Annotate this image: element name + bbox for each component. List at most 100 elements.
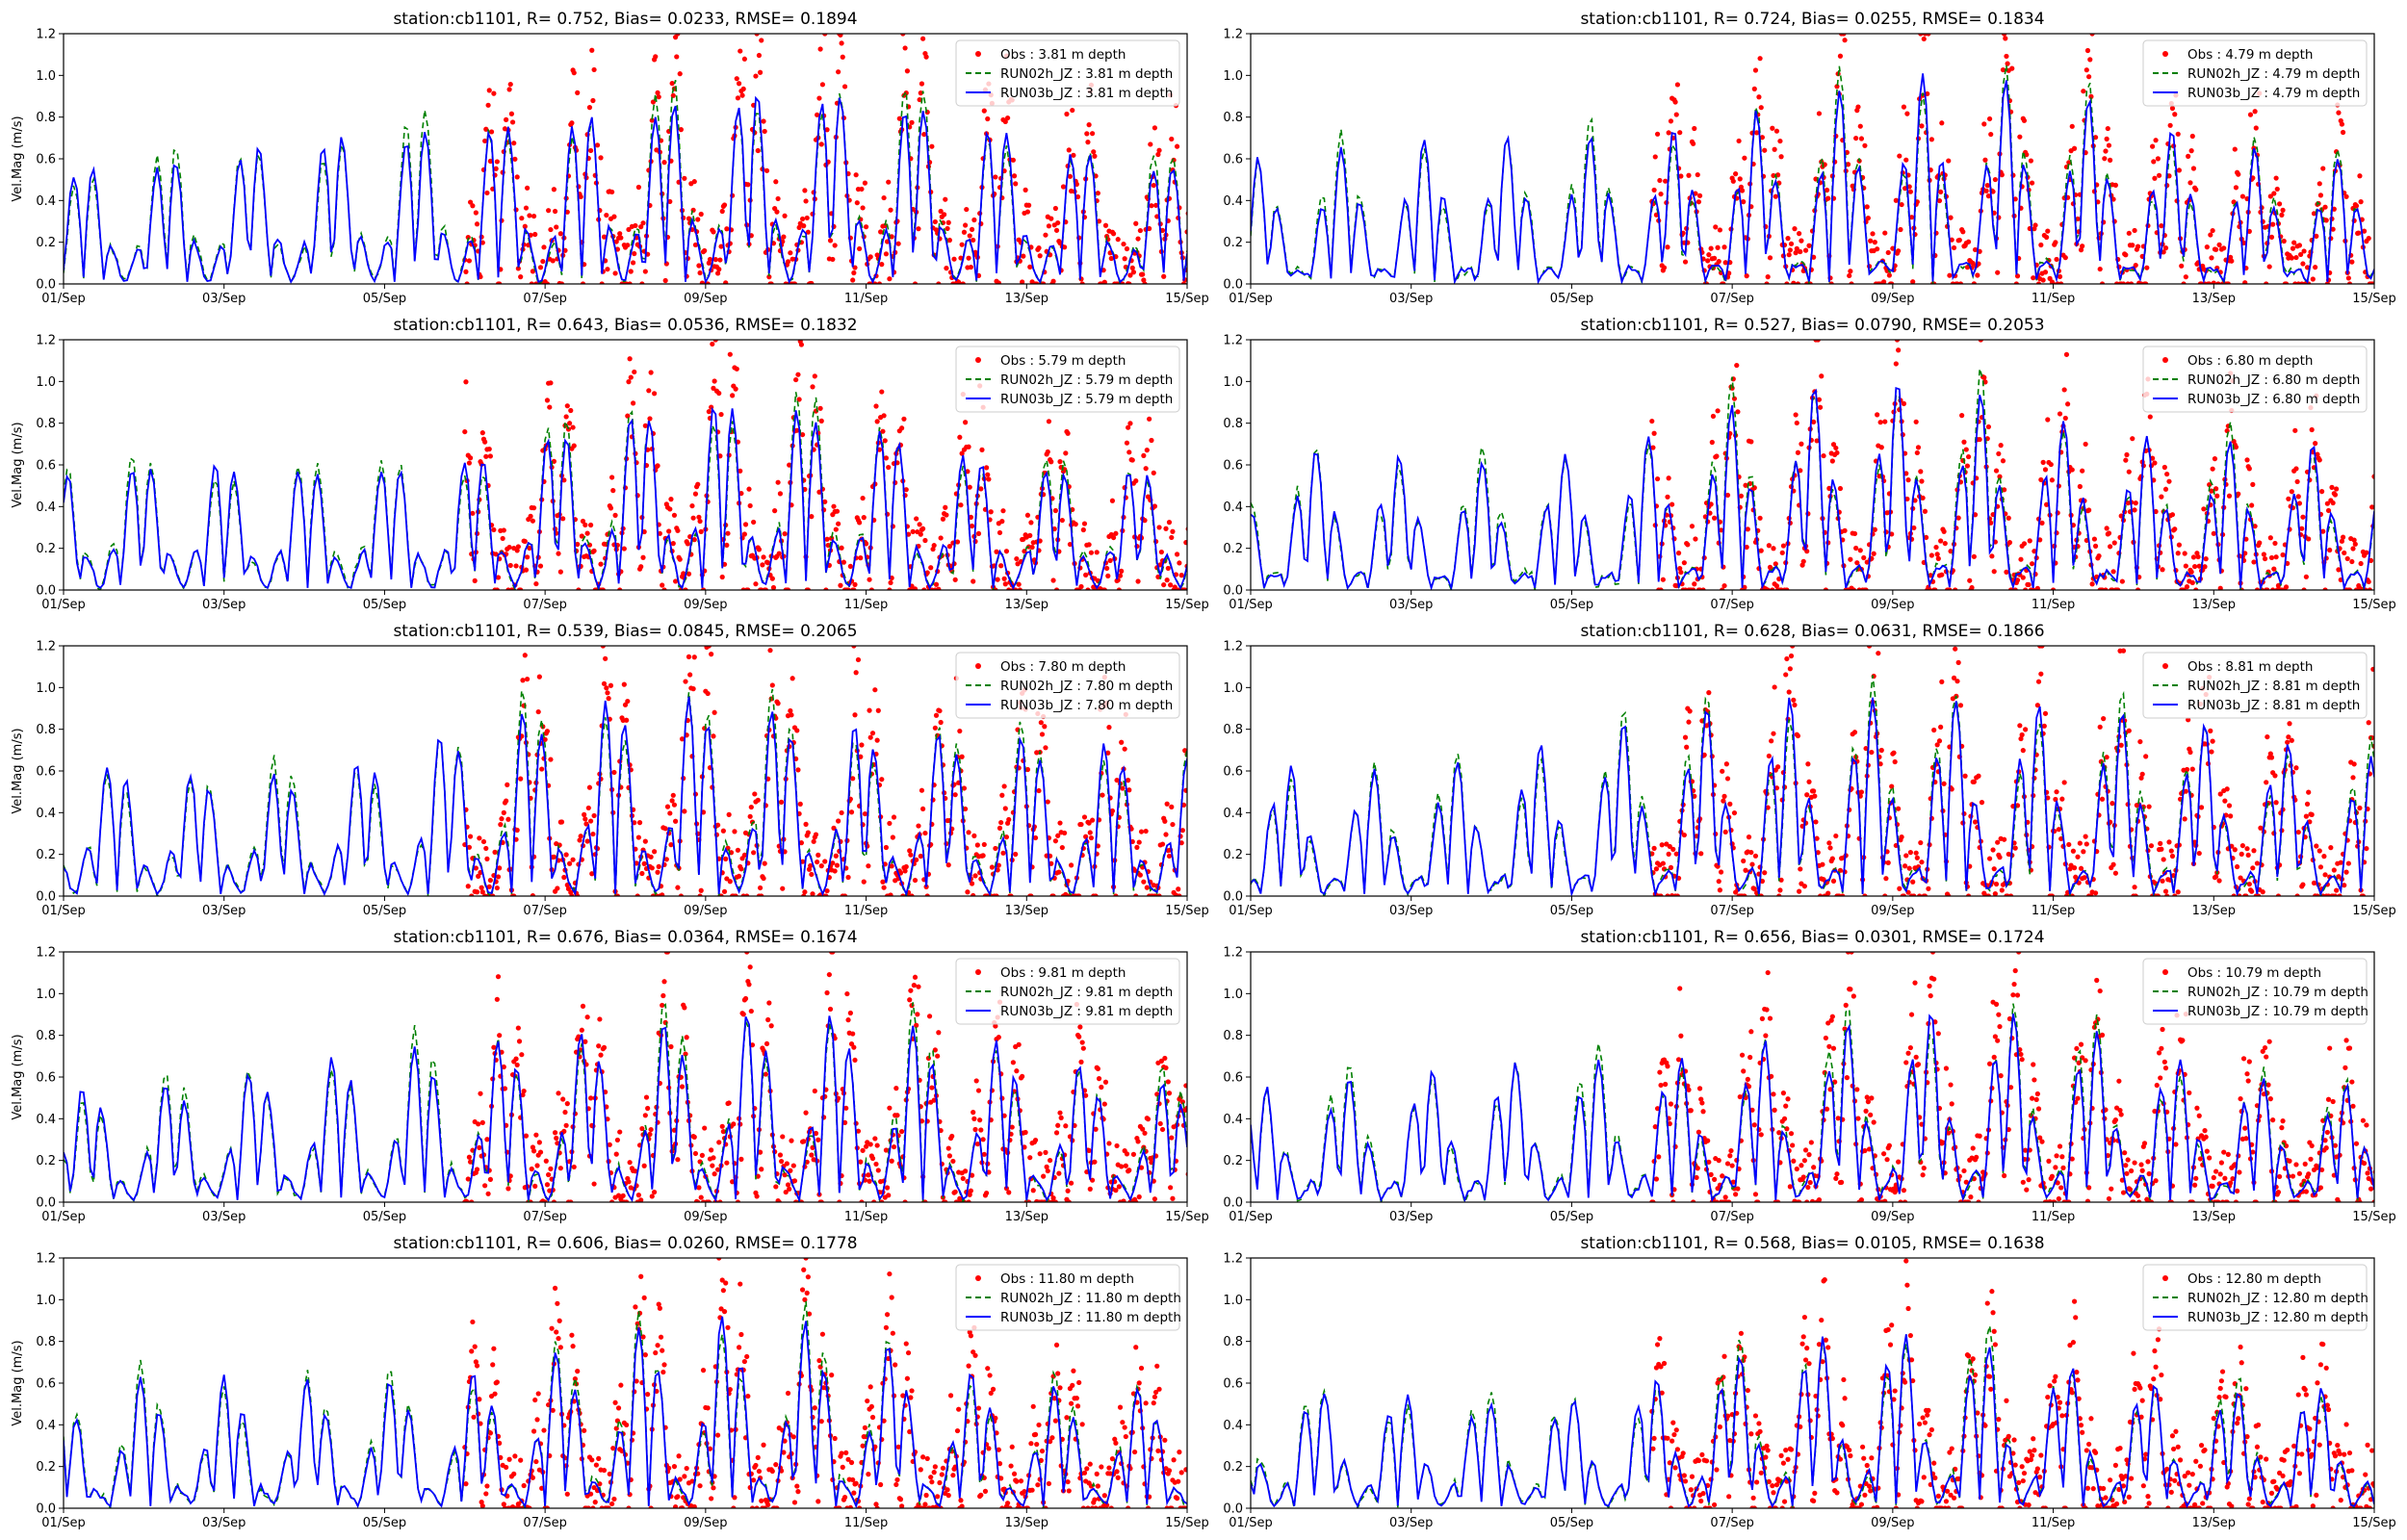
obs-point	[711, 385, 716, 391]
obs-point	[2031, 587, 2036, 590]
obs-point	[1766, 753, 1772, 759]
obs-point	[2003, 36, 2008, 41]
obs-point	[2279, 212, 2285, 218]
obs-point	[2285, 739, 2291, 745]
axes-frame	[63, 33, 1188, 285]
obs-point	[782, 530, 788, 537]
obs-point	[1829, 856, 1835, 861]
y-tick-label: 1.0	[36, 988, 56, 1002]
obs-point	[493, 166, 499, 171]
obs-point	[702, 247, 708, 254]
obs-point	[769, 576, 775, 581]
obs-point	[1964, 463, 1971, 469]
obs-point	[935, 1053, 941, 1059]
obs-point	[2232, 146, 2238, 152]
obs-point	[1827, 845, 1833, 851]
obs-point	[527, 545, 532, 552]
obs-point	[980, 1137, 986, 1142]
x-tick-label: 15/Sep	[2352, 1210, 2395, 1224]
obs-point	[2082, 875, 2087, 881]
obs-point	[1834, 449, 1840, 456]
obs-point	[564, 403, 570, 409]
obs-point	[2172, 893, 2178, 896]
y-tick-label: 0.6	[1223, 765, 1243, 780]
obs-point	[2042, 467, 2049, 473]
obs-point	[951, 256, 957, 262]
obs-point	[2089, 34, 2095, 37]
y-tick-label: 0.6	[1223, 1071, 1243, 1086]
obs-point	[1137, 227, 1143, 234]
obs-point	[996, 825, 1003, 831]
obs-point	[467, 455, 474, 461]
obs-point	[2313, 265, 2318, 270]
obs-point	[1126, 424, 1131, 430]
obs-point	[1899, 201, 1904, 208]
obs-point	[1875, 412, 1880, 418]
obs-point	[2104, 755, 2109, 760]
obs-point	[916, 226, 921, 232]
obs-point	[2148, 843, 2155, 849]
obs-point	[2293, 466, 2299, 472]
obs-point	[848, 809, 855, 815]
obs-point	[2096, 553, 2102, 559]
obs-point	[859, 1199, 865, 1202]
obs-point	[1891, 750, 1897, 756]
obs-point	[1169, 136, 1175, 142]
obs-point	[2233, 185, 2239, 191]
obs-point	[2119, 578, 2125, 584]
obs-point	[1738, 493, 1745, 499]
obs-point	[803, 821, 809, 827]
obs-point	[2054, 789, 2059, 795]
obs-point	[1168, 582, 1174, 588]
obs-point	[2104, 526, 2109, 531]
x-tick-label: 15/Sep	[2352, 904, 2395, 918]
obs-point	[2129, 281, 2135, 284]
obs-point	[2164, 893, 2170, 896]
obs-point	[1158, 549, 1164, 555]
obs-point	[2026, 581, 2032, 588]
y-tick-label: 1.2	[1223, 946, 1243, 961]
obs-point	[1080, 1045, 1086, 1051]
obs-point	[984, 465, 990, 471]
obs-point	[2162, 486, 2169, 492]
obs-point	[579, 1027, 584, 1033]
obs-point	[735, 95, 741, 101]
obs-point	[2371, 474, 2374, 479]
y-tick-label: 1.0	[1223, 988, 1243, 1002]
obs-point	[1756, 94, 1762, 100]
obs-point	[624, 717, 630, 723]
obs-point	[721, 202, 728, 208]
obs-point	[544, 729, 551, 734]
obs-point	[2153, 138, 2159, 143]
obs-point	[2301, 587, 2307, 590]
obs-point	[465, 884, 471, 889]
obs-point	[563, 414, 569, 420]
obs-point	[1904, 496, 1910, 502]
obs-point	[1720, 587, 1725, 590]
obs-point	[1029, 544, 1035, 551]
obs-point	[902, 45, 908, 51]
obs-point	[1988, 520, 1994, 526]
obs-point	[1056, 1170, 1062, 1176]
obs-point	[1709, 439, 1715, 446]
obs-point	[1806, 243, 1812, 248]
obs-point	[2028, 158, 2034, 164]
obs-point	[474, 1167, 480, 1172]
obs-point	[851, 587, 857, 590]
obs-point	[551, 854, 557, 860]
obs-point	[1086, 820, 1092, 826]
obs-point	[1152, 1196, 1158, 1202]
obs-point	[668, 1043, 674, 1050]
obs-point	[741, 852, 747, 859]
obs-point	[642, 269, 648, 274]
y-axis-label: Vel.Mag (m/s)	[11, 728, 25, 813]
y-tick-label: 0.8	[1223, 1029, 1243, 1043]
obs-point	[621, 546, 627, 552]
obs-point	[2169, 512, 2176, 518]
obs-point	[823, 587, 829, 590]
obs-point	[2253, 125, 2259, 131]
obs-point	[2211, 280, 2216, 284]
obs-point	[2053, 240, 2058, 245]
obs-point	[582, 1039, 588, 1044]
